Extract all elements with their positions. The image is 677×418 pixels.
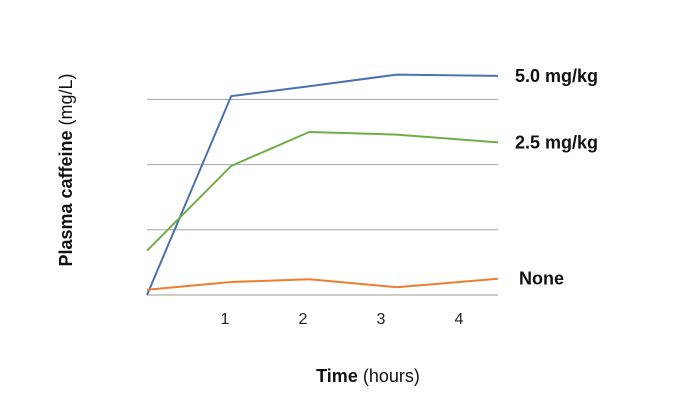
series-label-2-5-mg-kg: 2.5 mg/kg	[515, 132, 598, 152]
y-axis-label: Plasma caffeine (mg/L)	[56, 73, 76, 266]
x-axis-label-main: Time	[316, 366, 358, 386]
y-axis-label-main: Plasma caffeine	[56, 130, 76, 266]
x-tick-label-3: 3	[377, 311, 386, 328]
series-line-2-5-mg-kg	[146, 131, 499, 252]
series-line-5-0-mg-kg	[146, 73, 499, 296]
x-axis-label: Time (hours)	[316, 366, 420, 386]
series-labels: 5.0 mg/kg 2.5 mg/kg None	[515, 66, 598, 289]
series-lines	[146, 73, 499, 296]
x-tick-label-4: 4	[455, 311, 464, 328]
x-tick-label-1: 1	[221, 311, 230, 328]
series-label-5-0-mg-kg: 5.0 mg/kg	[515, 66, 598, 86]
series-label-none: None	[519, 269, 564, 289]
y-axis-label-unit: (mg/L)	[56, 73, 76, 130]
x-tick-label-2: 2	[299, 311, 308, 328]
series-line-none	[146, 277, 499, 291]
gridlines	[147, 98, 498, 231]
x-axis-label-unit: (hours)	[358, 366, 420, 386]
x-axis-ticks: 1 2 3 4	[221, 311, 464, 328]
